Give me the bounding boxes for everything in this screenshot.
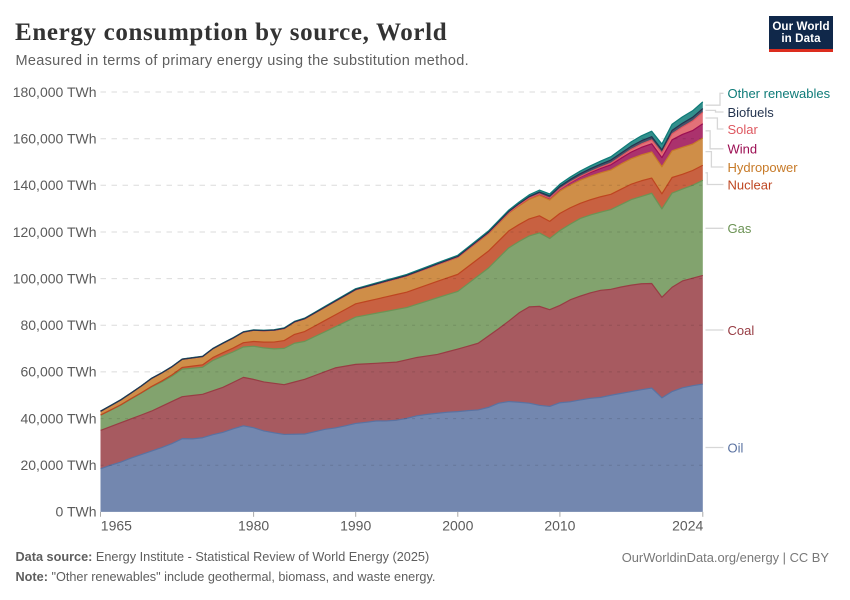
svg-text:100,000 TWh: 100,000 TWh [13, 270, 97, 286]
svg-text:Oil: Oil [728, 440, 744, 455]
svg-text:Wind: Wind [728, 142, 758, 157]
svg-text:2010: 2010 [544, 518, 575, 534]
svg-text:Coal: Coal [728, 323, 755, 338]
svg-text:120,000 TWh: 120,000 TWh [13, 224, 97, 240]
svg-text:Nuclear: Nuclear [728, 177, 773, 192]
svg-text:140,000 TWh: 140,000 TWh [13, 177, 97, 193]
svg-text:60,000 TWh: 60,000 TWh [20, 364, 96, 380]
svg-text:40,000 TWh: 40,000 TWh [20, 410, 96, 426]
svg-text:1980: 1980 [238, 518, 269, 534]
svg-text:0 TWh: 0 TWh [56, 504, 97, 520]
svg-text:Solar: Solar [728, 122, 759, 137]
svg-text:1990: 1990 [340, 518, 371, 534]
svg-text:Gas: Gas [728, 221, 752, 236]
svg-text:80,000 TWh: 80,000 TWh [20, 317, 96, 333]
svg-text:Biofuels: Biofuels [728, 105, 775, 120]
svg-text:2024: 2024 [672, 518, 703, 534]
svg-text:Hydropower: Hydropower [728, 160, 799, 175]
svg-text:20,000 TWh: 20,000 TWh [20, 457, 96, 473]
svg-text:1965: 1965 [101, 518, 132, 534]
svg-text:160,000 TWh: 160,000 TWh [13, 131, 97, 147]
svg-text:Other renewables: Other renewables [728, 86, 831, 101]
svg-text:2000: 2000 [442, 518, 473, 534]
svg-text:180,000 TWh: 180,000 TWh [13, 84, 97, 100]
